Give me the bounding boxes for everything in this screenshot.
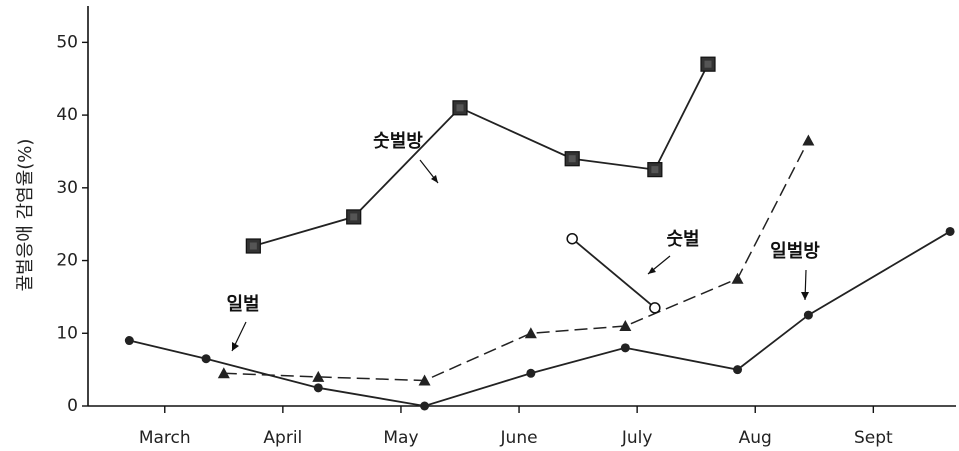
y-tick-label-2: 20 — [56, 251, 78, 271]
x-tick-label-3: June — [500, 428, 538, 448]
series-3-point-0 — [124, 336, 134, 346]
x-tick-label-2: May — [383, 428, 418, 448]
series-2-point-0 — [217, 367, 230, 379]
series-3-point-8 — [945, 226, 955, 236]
annotation-arrowhead-drone — [648, 267, 656, 274]
series-0-point-2 — [452, 100, 468, 116]
series-0-point-3 — [564, 151, 580, 167]
x-ticks: March April May June July Aug Sept — [139, 406, 893, 448]
annotation-label-drone: 숫벌 — [666, 229, 699, 250]
series-line-3 — [129, 230, 951, 407]
series-line-1 — [571, 238, 656, 309]
y-tick-label-5: 50 — [56, 32, 78, 52]
series-3-point-3 — [420, 401, 430, 411]
annotation-arrowhead-worker — [232, 342, 239, 351]
series-lines — [129, 63, 951, 407]
series-markers — [124, 56, 955, 411]
series-3-point-6 — [733, 365, 743, 375]
series-3-point-7 — [803, 310, 813, 320]
annotation-label-worker-cell: 일벌방 — [770, 241, 820, 262]
annotation-arrowhead-worker-cell — [801, 292, 809, 300]
series-0-point-1 — [346, 209, 362, 225]
annotation-label-drone-cell: 숫벌방 — [373, 131, 423, 152]
series-2-point-5 — [731, 272, 744, 284]
series-2-point-1 — [312, 370, 325, 382]
x-tick-label-4: July — [621, 428, 653, 448]
series-2-point-2 — [418, 374, 431, 386]
series-3-point-5 — [620, 343, 630, 353]
annotation-arrowhead-drone-cell — [431, 175, 438, 183]
series-2-point-3 — [524, 327, 537, 339]
x-tick-label-0: March — [139, 428, 191, 448]
y-tick-label-0: 0 — [67, 396, 78, 416]
series-0-point-4 — [647, 162, 663, 178]
x-tick-label-6: Sept — [854, 428, 893, 448]
series-3-point-2 — [313, 383, 323, 393]
series-3-point-4 — [526, 368, 536, 378]
series-1-point-1 — [649, 302, 661, 314]
series-line-0 — [253, 63, 709, 247]
series-0-point-5 — [700, 56, 716, 72]
annotations: 숫벌방 숫벌 일벌방 일벌 — [226, 131, 820, 352]
y-tick-label-1: 10 — [56, 323, 78, 343]
y-ticks: 0 10 20 30 40 50 — [56, 32, 88, 416]
axes — [87, 6, 956, 407]
series-line-2 — [223, 140, 810, 382]
series-0-point-0 — [245, 238, 261, 254]
x-tick-label-5: Aug — [739, 428, 772, 448]
y-tick-label-3: 30 — [56, 178, 78, 198]
series-2-point-4 — [619, 320, 632, 331]
y-axis-label: 꿀벌응애 감염율(%) — [15, 139, 36, 292]
series-3-point-1 — [201, 354, 211, 364]
y-tick-label-4: 40 — [56, 105, 78, 125]
x-tick-label-1: April — [263, 428, 302, 448]
series-2-point-6 — [802, 134, 815, 146]
series-1-point-0 — [566, 232, 578, 245]
annotation-label-worker: 일벌 — [226, 294, 259, 315]
